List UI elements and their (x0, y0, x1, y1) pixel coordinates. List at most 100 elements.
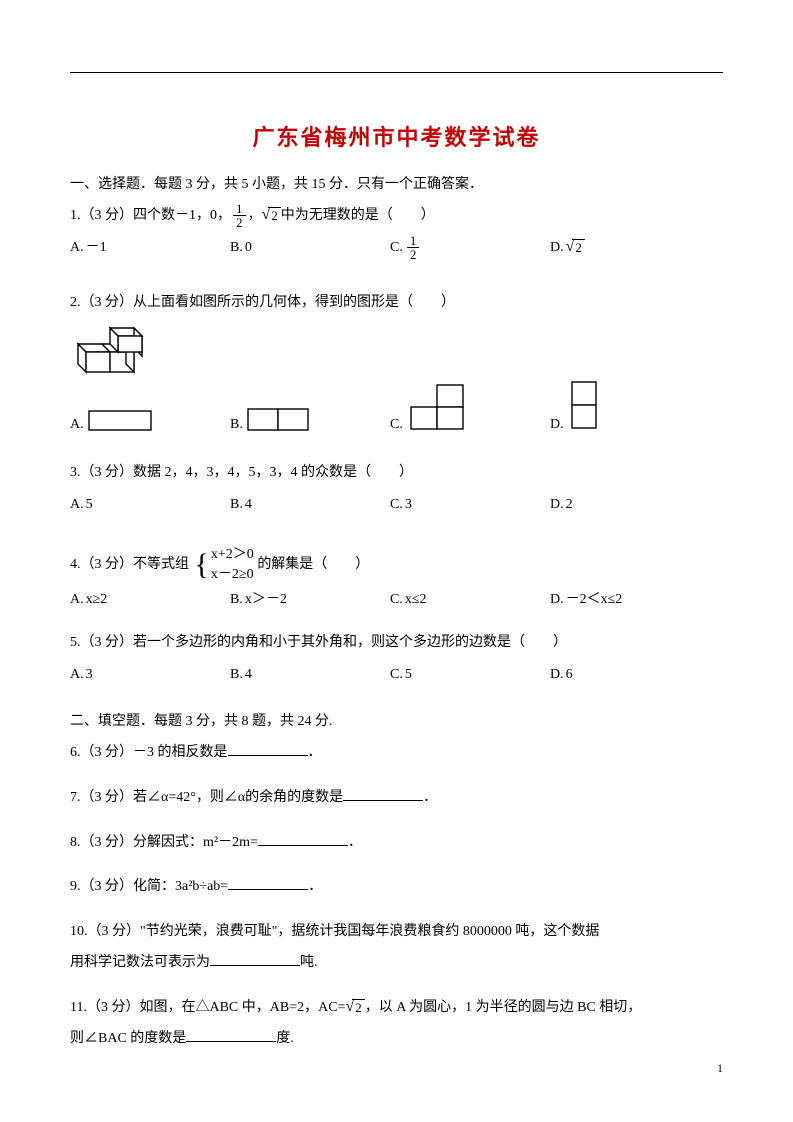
q6: 6.（3 分）－3 的相反数是 ． (70, 738, 723, 769)
q11c-text: 则∠BAC 的度数是 (70, 1031, 186, 1046)
q1-optD: D.√2 (550, 234, 710, 262)
q3-B-val: 4 (245, 491, 252, 519)
q10b-text: 用科学记数法可表示为 (70, 955, 210, 970)
q1-stem: 1.（3 分）四个数－1，0，12，√2中为无理数的是（ ） (70, 201, 723, 232)
q4-options: A.x≥2 B.x＞－2 C.x≤2 D.－2＜x≤2 (70, 586, 723, 614)
q3-stem: 3.（3 分）数据 2，4，3，4，5，3，4 的众数是（ ） (70, 458, 723, 489)
q2-figD (568, 380, 600, 432)
q1-C-frac: 12 (407, 234, 420, 261)
label-D: D. (550, 491, 564, 519)
q2-solid-figure (70, 322, 723, 374)
q3-options: A.5 B.4 C.3 D.2 (70, 491, 723, 519)
label-A: A. (70, 418, 84, 432)
q3-A-val: 5 (86, 491, 93, 519)
q1-optA: A.－1 (70, 234, 230, 262)
section2-header: 二、填空题．每题 3 分，共 8 题，共 24 分. (70, 707, 723, 738)
frac-num: 1 (233, 202, 246, 216)
sqrt2-q11: √2 (345, 999, 364, 1017)
label-C: C. (390, 661, 403, 689)
q1-stem-b: ， (248, 208, 262, 223)
q4-sys2: x－2≥0 (211, 565, 254, 585)
label-D: D. (550, 234, 564, 262)
q5-optB: B.4 (230, 661, 390, 689)
q1-optC: C.12 (390, 234, 550, 262)
label-C: C. (390, 234, 403, 262)
blank (343, 786, 423, 801)
frac-den: 2 (233, 216, 246, 229)
q5-C-val: 5 (405, 661, 412, 689)
q5-B-val: 4 (245, 661, 252, 689)
q2-figC (407, 384, 467, 432)
q4-sys: x+2＞0 x－2≥0 (211, 545, 254, 584)
top-rule (70, 72, 723, 73)
page: 广东省梅州市中考数学试卷 一、选择题．每题 3 分，共 5 小题，共 15 分．… (0, 0, 793, 1122)
label-C: C. (390, 491, 403, 519)
sqrt2: √2 (262, 207, 281, 225)
label-D: D. (550, 586, 564, 614)
frac-num: 1 (407, 234, 420, 248)
label-D: D. (550, 661, 564, 689)
label-C: C. (390, 418, 403, 432)
q5-D-val: 6 (566, 661, 573, 689)
period: ． (423, 790, 437, 805)
q2-optA: A. (70, 410, 230, 432)
label-B: B. (230, 418, 243, 432)
section1-header: 一、选择题．每题 3 分，共 5 小题，共 15 分．只有一个正确答案． (70, 170, 723, 201)
q1-A-val: －1 (86, 234, 107, 262)
label-B: B. (230, 234, 243, 262)
sqrt-body: 2 (572, 239, 585, 257)
q4-system: { x+2＞0 x－2≥0 (193, 545, 254, 584)
q1-optB: B.0 (230, 234, 390, 262)
page-number: 1 (717, 1061, 723, 1076)
q11d-text: 度. (276, 1031, 294, 1046)
blank (210, 951, 300, 966)
q5-A-val: 3 (86, 661, 93, 689)
q1-B-val: 0 (245, 234, 252, 262)
q6-text: 6.（3 分）－3 的相反数是 (70, 745, 228, 760)
q4-sys1: x+2＞0 (211, 545, 254, 565)
q4-optD: D.－2＜x≤2 (550, 586, 710, 614)
q4-optC: C.x≤2 (390, 586, 550, 614)
frac-den: 2 (407, 248, 420, 261)
period: ． (308, 879, 322, 894)
period: ． (308, 745, 322, 760)
q3-optB: B.4 (230, 491, 390, 519)
q11a-text: 11.（3 分）如图，在△ABC 中，AB=2，AC= (70, 1000, 345, 1015)
exam-title: 广东省梅州市中考数学试卷 (70, 120, 723, 152)
q11-line2: 则∠BAC 的度数是 度. (70, 1024, 723, 1055)
q8: 8.（3 分）分解因式：m²－2m= ． (70, 828, 723, 859)
q4-stem-a: 4.（3 分）不等式组 (70, 557, 189, 572)
label-A: A. (70, 661, 84, 689)
left-brace-icon: { (195, 550, 209, 580)
q8-text: 8.（3 分）分解因式：m²－2m= (70, 835, 258, 850)
q5-stem: 5.（3 分）若一个多边形的内角和小于其外角和，则这个多边形的边数是（ ） (70, 628, 723, 659)
q7-text: 7.（3 分）若∠α=42°，则∠α的余角的度数是 (70, 790, 343, 805)
q10-line1: 10.（3 分）"节约光荣，浪费可耻"，据统计我国每年浪费粮食约 8000000… (70, 917, 723, 948)
q10c-text: 吨. (300, 955, 318, 970)
q4-optB: B.x＞－2 (230, 586, 390, 614)
q1-options: A.－1 B.0 C.12 D.√2 (70, 234, 723, 262)
period: ． (348, 835, 362, 850)
q2-optD: D. (550, 380, 710, 432)
q4-A-val: x≥2 (86, 586, 108, 614)
q1-stem-c: 中为无理数的是（ ） (281, 208, 435, 223)
q4-C-val: x≤2 (405, 586, 427, 614)
blank (228, 875, 308, 890)
label-B: B. (230, 661, 243, 689)
q10-line2: 用科学记数法可表示为 吨. (70, 948, 723, 979)
frac-1-2: 12 (233, 202, 246, 229)
q4-optA: A.x≥2 (70, 586, 230, 614)
q4-stem: 4.（3 分）不等式组 { x+2＞0 x－2≥0 的解集是（ ） (70, 545, 723, 584)
label-B: B. (230, 491, 243, 519)
q4-D-val: －2＜x≤2 (566, 586, 623, 614)
label-A: A. (70, 586, 84, 614)
sqrt-body: 2 (352, 999, 365, 1017)
q4-stem-b: 的解集是（ ） (257, 557, 369, 572)
q3-optD: D.2 (550, 491, 710, 519)
blank (228, 741, 308, 756)
q11-line1: 11.（3 分）如图，在△ABC 中，AB=2，AC=√2，以 A 为圆心，1 … (70, 993, 723, 1024)
label-A: A. (70, 491, 84, 519)
q2-figA (88, 410, 154, 432)
q11b-text: ，以 A 为圆心，1 为半径的圆与边 BC 相切， (365, 1000, 642, 1015)
q3-D-val: 2 (566, 491, 573, 519)
